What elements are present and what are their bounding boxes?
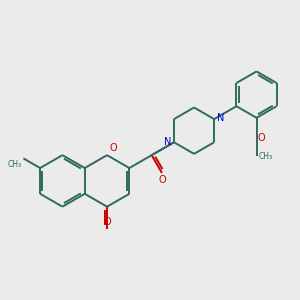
Text: O: O — [258, 134, 266, 143]
Text: N: N — [164, 137, 171, 147]
Text: CH₃: CH₃ — [7, 160, 21, 169]
Text: O: O — [103, 217, 111, 227]
Text: N: N — [217, 113, 224, 123]
Text: O: O — [158, 175, 166, 185]
Text: CH₃: CH₃ — [259, 152, 273, 161]
Text: O: O — [109, 143, 117, 153]
